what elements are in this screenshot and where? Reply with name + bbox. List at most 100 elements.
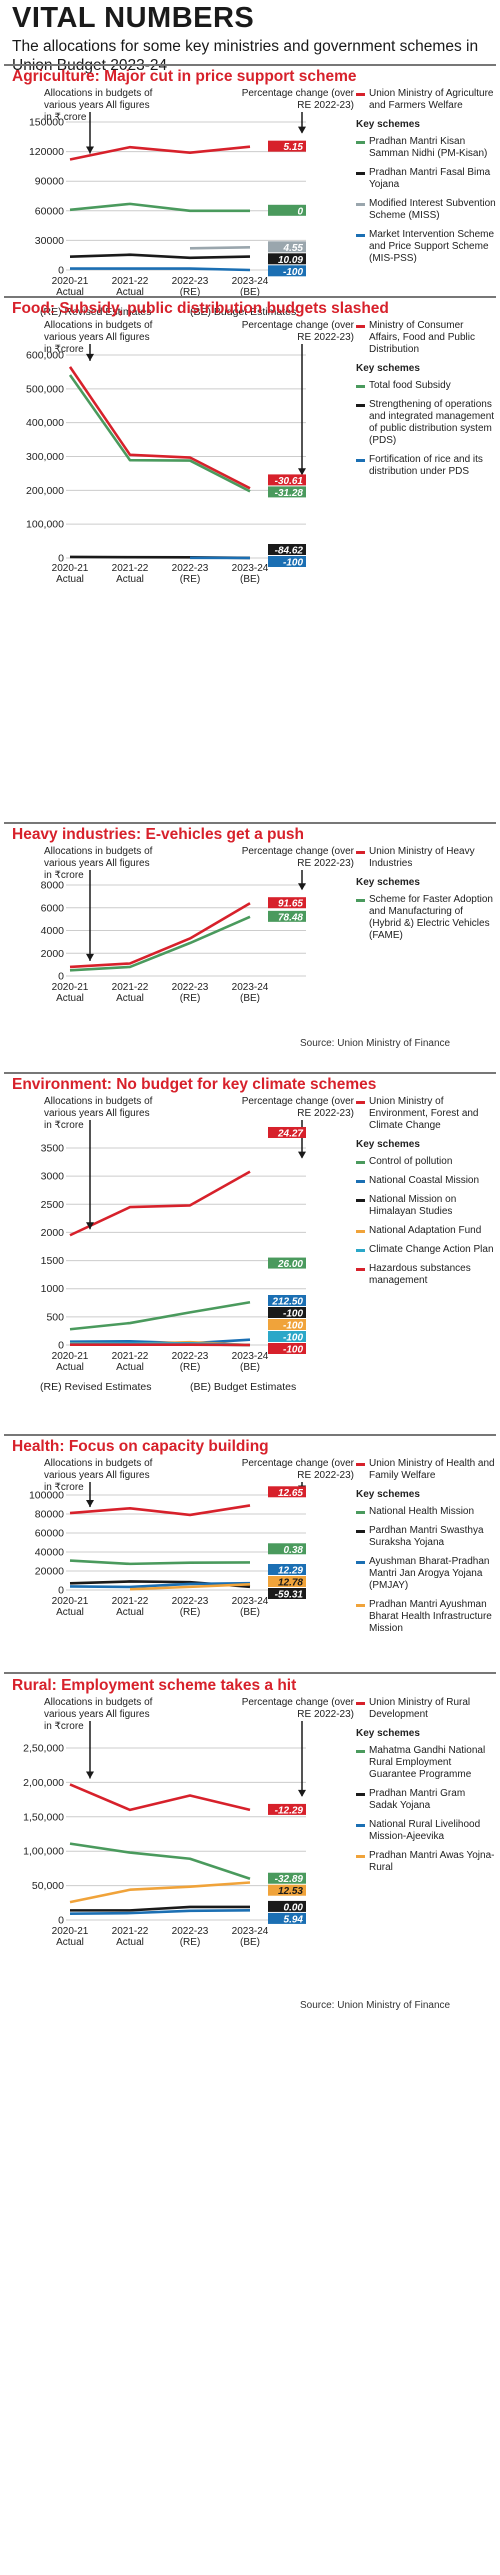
legend-entry: Ministry of Consumer Affairs, Food and P… <box>356 320 496 356</box>
legend-entry: Climate Change Action Plan <box>356 1244 496 1256</box>
value-label: -30.61 <box>275 476 304 487</box>
value-label-bg <box>268 1319 306 1330</box>
legend-swatch <box>356 1561 365 1564</box>
value-label-bg <box>268 1126 306 1138</box>
legend-label: National Coastal Mission <box>369 1175 480 1186</box>
legend-label: Union Ministry of Agriculture and Farmer… <box>369 88 494 111</box>
legend-entry: Fortification of rice and its distributi… <box>356 454 496 478</box>
legend-swatch <box>356 1230 365 1233</box>
value-label-bg <box>268 1912 306 1924</box>
y-tick-label: 500 <box>46 1311 64 1323</box>
arrow-head <box>86 1500 94 1508</box>
value-label-bg <box>268 265 306 277</box>
x-tick-label: 2022-23 (RE) <box>172 982 209 1004</box>
legend-label: Strengthening of operations and integrat… <box>369 399 495 446</box>
arrow-head <box>298 468 306 476</box>
y-tick-label: 150000 <box>29 117 64 129</box>
legend-entry: Strengthening of operations and integrat… <box>356 399 496 447</box>
y-tick-label: 50,000 <box>32 1880 64 1892</box>
legend-entry: Ayushman Bharat-Pradhan Mantri Jan Arogy… <box>356 1556 496 1592</box>
legend-entry: National Health Mission <box>356 1506 496 1518</box>
section-title: Health: Focus on capacity building <box>12 1438 269 1455</box>
legend-swatch <box>356 172 365 175</box>
x-tick-label: 2022-23 (RE) <box>172 1596 209 1618</box>
x-tick-label: 2020-21 Actual <box>52 276 89 298</box>
key-schemes-heading: Key schemes <box>356 119 420 130</box>
y-tick-label: 2,50,000 <box>23 1743 64 1755</box>
legend-swatch <box>356 404 365 407</box>
y-tick-label: 0 <box>58 553 64 565</box>
value-label: -12.29 <box>275 1805 304 1816</box>
legend-swatch <box>356 141 365 144</box>
series-line <box>69 1559 251 1566</box>
series-line <box>189 246 251 250</box>
legend-entry: National Adaptation Fund <box>356 1225 496 1237</box>
legend-swatch <box>356 459 365 462</box>
percent-change-note: Percentage change (over RE 2022-23) <box>241 88 354 111</box>
legend-label: Control of pollution <box>369 1156 453 1167</box>
series-line <box>69 1783 251 1812</box>
arrow-head <box>298 1151 306 1159</box>
legend-entry: Modified Interest Subvention Scheme (MIS… <box>356 198 496 222</box>
allocation-note: Allocations in budgets of various years … <box>44 88 153 123</box>
section-divider <box>4 64 496 66</box>
value-label-bg <box>268 556 306 567</box>
value-label-bg <box>268 1872 306 1884</box>
x-tick-label: 2020-21 Actual <box>52 1926 89 1948</box>
legend-swatch <box>356 1793 365 1796</box>
value-label: 12.78 <box>278 1578 303 1589</box>
allocation-note: Allocations in budgets of various years … <box>44 1458 153 1493</box>
value-label-bg <box>268 1803 306 1815</box>
series-line <box>69 1908 251 1915</box>
y-tick-label: 4000 <box>41 925 65 937</box>
y-tick-label: 20000 <box>35 1566 64 1578</box>
y-tick-label: 2000 <box>41 948 65 960</box>
value-label-bg <box>268 1257 306 1269</box>
key-schemes-heading: Key schemes <box>356 877 420 888</box>
legend-entry: Mahatma Gandhi National Rural Employment… <box>356 1745 496 1781</box>
series-line <box>69 1881 251 1904</box>
value-label: 91.65 <box>278 899 303 910</box>
legend-swatch <box>356 1604 365 1607</box>
legend-label: Pradhan Mantri Ayushman Bharat Health In… <box>369 1599 492 1634</box>
series-line <box>69 915 251 972</box>
value-label: -100 <box>283 267 303 278</box>
line-chart: 0 2000 4000 6000 8000 2020-21 Actual 2021-22 Act… <box>41 870 306 1004</box>
arrow-head <box>86 953 94 961</box>
x-tick-label: 2023-24 (BE) <box>232 276 269 298</box>
legend-label: Union Ministry of Rural Development <box>369 1697 471 1720</box>
legend: Union Ministry of Heavy Industries Key sc… <box>356 846 496 949</box>
y-tick-label: 0 <box>58 1915 64 1927</box>
legend-entry: Union Ministry of Environment, Forest an… <box>356 1096 496 1132</box>
y-tick-label: 400,000 <box>26 417 64 429</box>
section-divider <box>4 1672 496 1674</box>
legend-swatch <box>356 1511 365 1514</box>
budget-estimates-note: (BE) Budget Estimates <box>190 1381 297 1393</box>
legend-swatch <box>356 203 365 206</box>
x-tick-label: 2022-23 (RE) <box>172 1351 209 1373</box>
y-tick-label: 40000 <box>35 1547 64 1559</box>
value-label-bg <box>268 1900 306 1912</box>
value-label: 78.48 <box>278 912 303 923</box>
series-line <box>69 145 251 161</box>
value-label: 12.65 <box>278 1488 303 1499</box>
legend-label: Total food Subsidy <box>369 380 451 391</box>
y-tick-label: 1500 <box>41 1255 65 1267</box>
value-label-bg <box>268 910 306 922</box>
legend-label: Pardhan Mantri Swasthya Suraksha Yojana <box>369 1525 484 1548</box>
section-divider <box>4 1072 496 1074</box>
legend-swatch <box>356 1268 365 1271</box>
value-label-bg <box>268 1343 306 1354</box>
y-tick-label: 100,000 <box>26 519 64 531</box>
line-chart: 0 50,000 1,00,000 1,50,000 2,00,000 2,50,000 2… <box>23 1721 306 1948</box>
x-tick-label: 2022-23 (RE) <box>172 1926 209 1948</box>
legend-swatch <box>356 1702 365 1705</box>
y-tick-label: 3000 <box>41 1171 65 1183</box>
legend: Union Ministry of Agriculture and Farmer… <box>356 88 496 272</box>
y-tick-label: 3500 <box>41 1143 65 1155</box>
legend-label: Union Ministry of Heavy Industries <box>369 846 475 869</box>
section-title: Environment: No budget for key climate s… <box>12 1076 377 1093</box>
y-tick-label: 1,00,000 <box>23 1846 64 1858</box>
y-tick-label: 100000 <box>29 1490 64 1502</box>
